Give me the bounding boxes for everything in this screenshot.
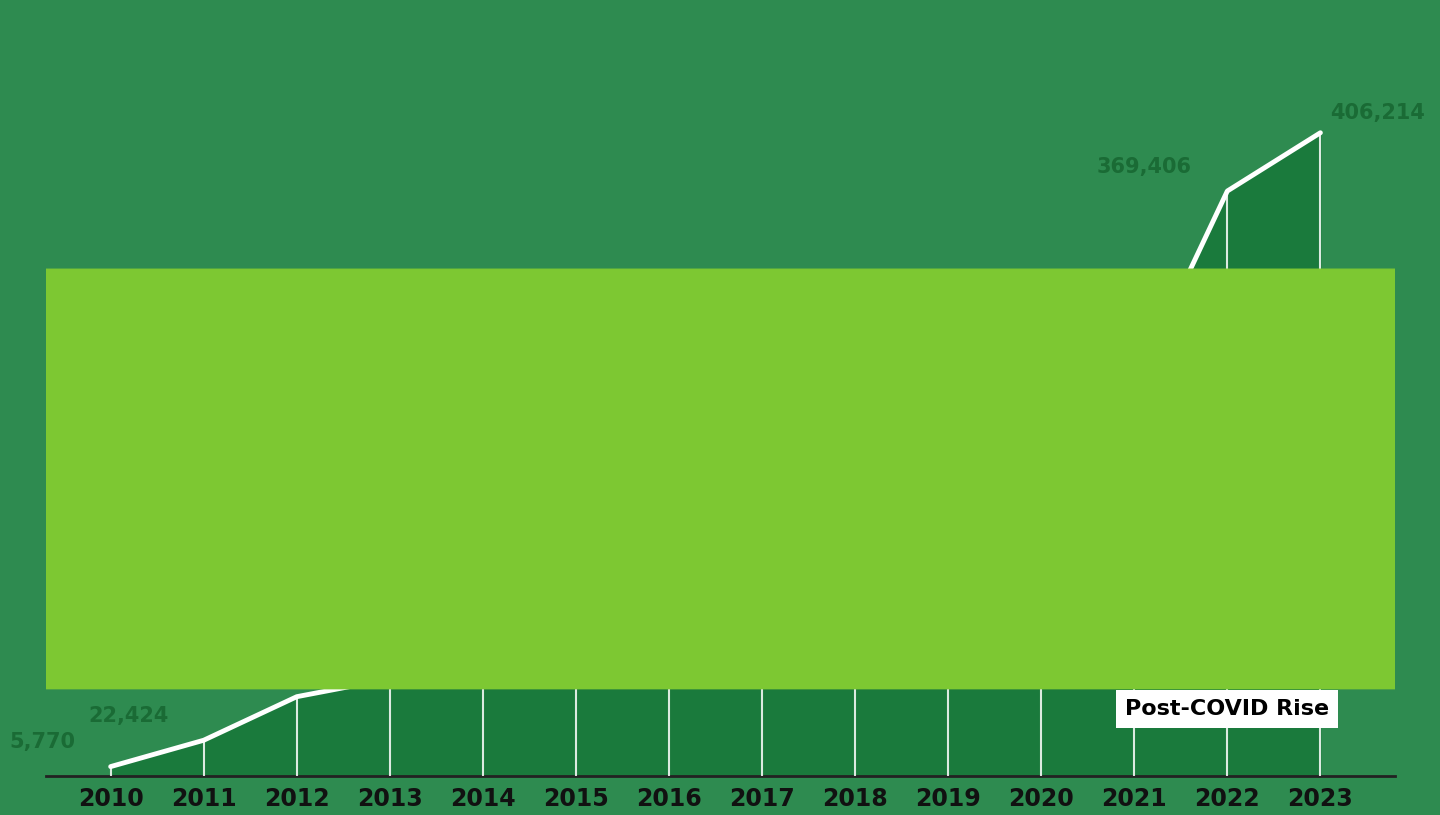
Text: 5,770: 5,770 xyxy=(9,733,75,752)
Text: 369,406: 369,406 xyxy=(1097,156,1192,177)
Text: 72,217: 72,217 xyxy=(461,628,540,647)
Text: 61,173: 61,173 xyxy=(274,645,354,665)
Text: 174,278: 174,278 xyxy=(632,465,727,486)
Text: 244,789: 244,789 xyxy=(1004,354,1099,374)
Text: 146,906: 146,906 xyxy=(724,509,819,529)
Text: 153,833: 153,833 xyxy=(912,498,1007,518)
Text: 100,487: 100,487 xyxy=(818,583,913,602)
Text: Post-COVID Rise: Post-COVID Rise xyxy=(1125,699,1329,720)
Text: 406,214: 406,214 xyxy=(1329,104,1424,123)
Text: 95,670: 95,670 xyxy=(367,590,448,610)
Text: 22,424: 22,424 xyxy=(88,706,168,726)
Text: 49,929: 49,929 xyxy=(180,663,262,682)
FancyArrow shape xyxy=(0,269,1440,689)
Text: 110,848: 110,848 xyxy=(539,566,634,586)
